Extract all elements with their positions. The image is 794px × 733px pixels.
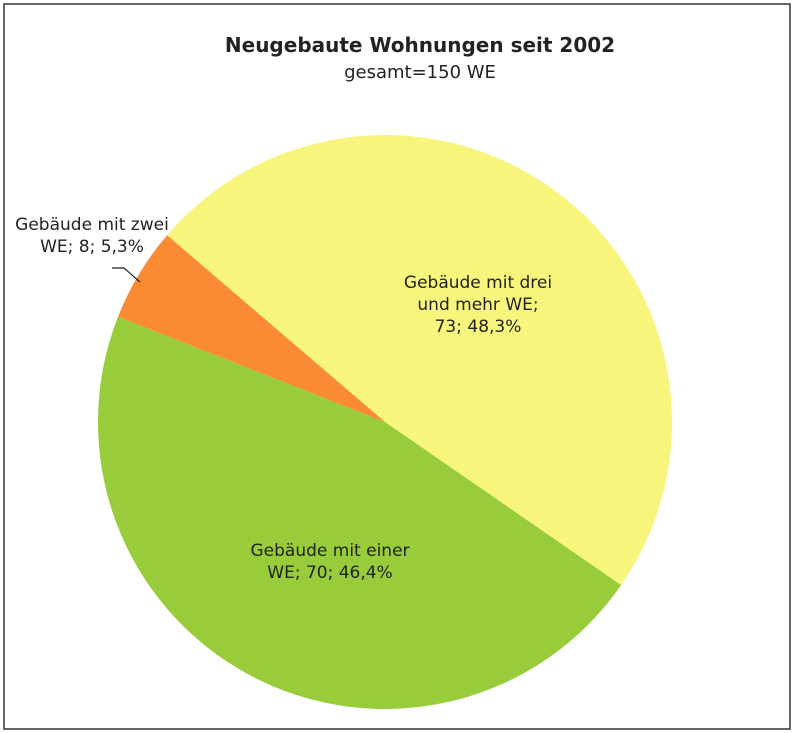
slice-label-box: Gebäude mit einer WE; 70; 46,4% [250, 541, 410, 583]
pie-slice [167, 134, 672, 586]
slice-label-box: Gebäude mit zwei WE; 8; 5,3% [15, 215, 169, 257]
pie-slice [118, 235, 386, 422]
slice-label-box: Gebäude mit drei und mehr WE; 73; 48,3% [403, 273, 553, 337]
pie-slice [97, 316, 622, 710]
slice-label: Gebäude mit zwei WE; 8; 5,3% [15, 215, 169, 257]
slice-label: Gebäude mit einer WE; 70; 46,4% [250, 541, 410, 583]
chart-title: Neugebaute Wohnungen seit 2002 [225, 33, 615, 57]
chart-subtitle: gesamt=150 WE [344, 62, 496, 83]
slice-label: Gebäude mit drei und mehr WE; 73; 48,3% [403, 273, 553, 337]
leader-line [112, 267, 141, 283]
